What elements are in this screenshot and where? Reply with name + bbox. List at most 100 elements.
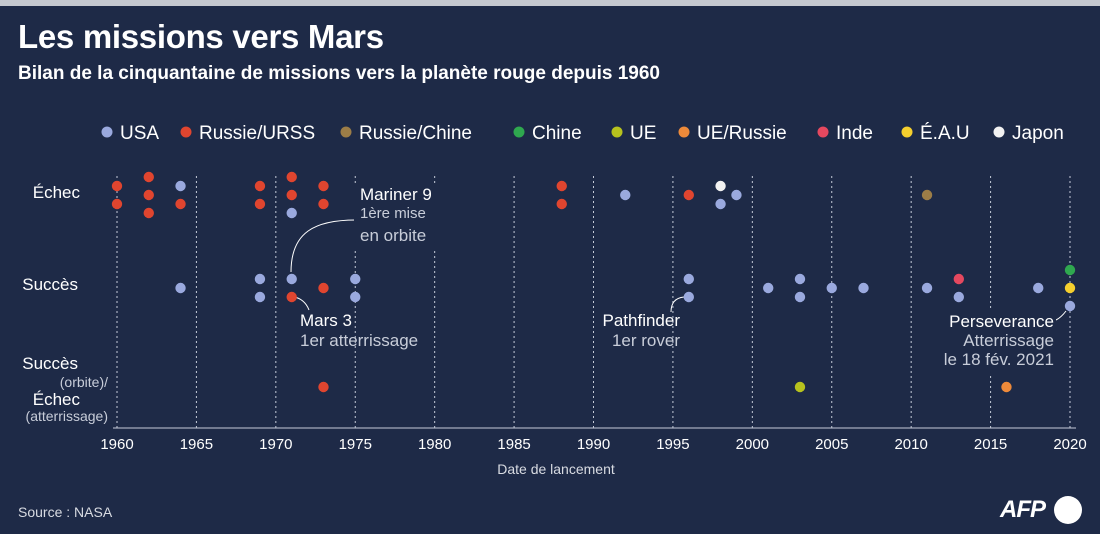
mission-point xyxy=(953,273,965,285)
mission-point xyxy=(143,207,154,219)
mission-point xyxy=(350,273,361,285)
mission-point xyxy=(683,273,694,285)
legend-label: Russie/URSS xyxy=(199,123,315,144)
connector-pathfinder xyxy=(670,296,685,313)
mission-point xyxy=(111,198,123,210)
row-label: Succès xyxy=(22,354,78,373)
x-tick-label: 1990 xyxy=(577,436,610,453)
annotation-line: le 18 fév. 2021 xyxy=(944,350,1054,369)
x-axis: 1960 1965 1970 1975 1980 1985 1990 1995 2000 2005… xyxy=(100,427,1087,477)
mission-point xyxy=(286,207,297,219)
mission-point xyxy=(794,381,806,393)
mission-point xyxy=(318,282,329,294)
mission-point xyxy=(1033,282,1044,294)
x-tick-label: 2000 xyxy=(736,436,769,453)
legend-label: É.A.U xyxy=(920,123,970,144)
legend-marker xyxy=(993,126,1005,138)
mission-point xyxy=(286,189,297,201)
legend: USA Russie/URSS Russie/Chine Chine UE UE/Russ… xyxy=(101,123,1064,144)
x-tick-label: 1995 xyxy=(656,436,689,453)
annotation-title: Pathfinder xyxy=(603,311,681,330)
connector-perseverance xyxy=(1055,310,1067,321)
x-tick-label: 1970 xyxy=(259,436,292,453)
annotation-backdrop xyxy=(354,183,454,249)
data-points xyxy=(111,171,1076,393)
mission-point xyxy=(763,282,774,294)
legend-label: Japon xyxy=(1012,123,1064,144)
x-tick-label: 2010 xyxy=(894,436,927,453)
mission-point xyxy=(175,180,186,192)
legend-marker xyxy=(101,126,113,138)
annotation-title: Mars 3 xyxy=(300,311,352,330)
mission-point xyxy=(254,180,266,192)
row-label: Succès xyxy=(22,275,78,294)
x-tick-label: 1985 xyxy=(497,436,530,453)
legend-marker xyxy=(901,126,913,138)
mission-point xyxy=(318,381,329,393)
mission-point xyxy=(556,198,567,210)
mission-point xyxy=(556,180,567,192)
annotation-title: Mariner 9 xyxy=(360,185,432,204)
mission-point xyxy=(318,180,329,192)
x-tick-label: 1960 xyxy=(100,436,133,453)
x-tick-label: 1965 xyxy=(180,436,213,453)
mission-point xyxy=(350,291,361,303)
legend-marker xyxy=(340,126,352,138)
annotation-connectors xyxy=(290,219,1067,321)
mission-point xyxy=(731,189,742,201)
mission-point xyxy=(254,291,266,303)
legend-marker xyxy=(513,126,525,138)
row-label: (atterrissage) xyxy=(26,408,108,424)
mission-point xyxy=(175,198,186,210)
mission-point xyxy=(286,291,297,303)
annotation-line: 1er rover xyxy=(612,331,680,350)
mission-point xyxy=(1064,282,1076,294)
annotation-title: Perseverance xyxy=(949,312,1054,331)
mission-point xyxy=(286,273,297,285)
mission-point xyxy=(620,189,631,201)
legend-label: Chine xyxy=(532,123,582,144)
logo-dot xyxy=(1054,496,1082,524)
row-labels: ÉchecSuccèsSuccès(orbite)/Échec(atterris… xyxy=(22,183,108,424)
x-tick-label: 2005 xyxy=(815,436,848,453)
mission-point xyxy=(683,291,694,303)
mission-point xyxy=(143,189,154,201)
mission-point xyxy=(921,189,933,201)
annotation-backdrop xyxy=(940,310,1056,374)
mission-point xyxy=(1001,381,1012,393)
annotation-line: 1er atterrissage xyxy=(300,331,418,350)
legend-label: UE xyxy=(630,123,656,144)
mission-point xyxy=(715,180,726,192)
mission-point xyxy=(143,171,154,183)
legend-label: Inde xyxy=(836,123,873,144)
mission-point xyxy=(318,198,329,210)
mission-point xyxy=(1064,300,1076,312)
top-bar xyxy=(0,0,1100,6)
mission-point xyxy=(794,291,806,303)
row-label: (orbite)/ xyxy=(60,374,108,390)
legend-label: Russie/Chine xyxy=(359,123,472,144)
mission-point xyxy=(953,291,965,303)
logo-text: AFP xyxy=(1000,496,1046,523)
afp-logo: AFP xyxy=(1000,494,1084,526)
legend-marker xyxy=(817,126,829,138)
mission-point xyxy=(794,273,806,285)
mission-point xyxy=(715,198,726,210)
connector-mariner9 xyxy=(290,219,357,273)
legend-label: UE/Russie xyxy=(697,123,787,144)
mission-point xyxy=(175,282,186,294)
annotation-line: Atterrissage xyxy=(963,331,1054,350)
legend-marker xyxy=(180,126,192,138)
x-tick-label: 1975 xyxy=(339,436,372,453)
x-tick-label: 2015 xyxy=(974,436,1007,453)
x-tick-label: 2020 xyxy=(1053,436,1086,453)
mission-point xyxy=(921,282,933,294)
mission-point xyxy=(1064,264,1076,276)
legend-label: USA xyxy=(120,123,159,144)
mission-point xyxy=(683,189,694,201)
mission-point xyxy=(858,282,869,294)
mission-point xyxy=(286,171,297,183)
mission-point xyxy=(826,282,837,294)
